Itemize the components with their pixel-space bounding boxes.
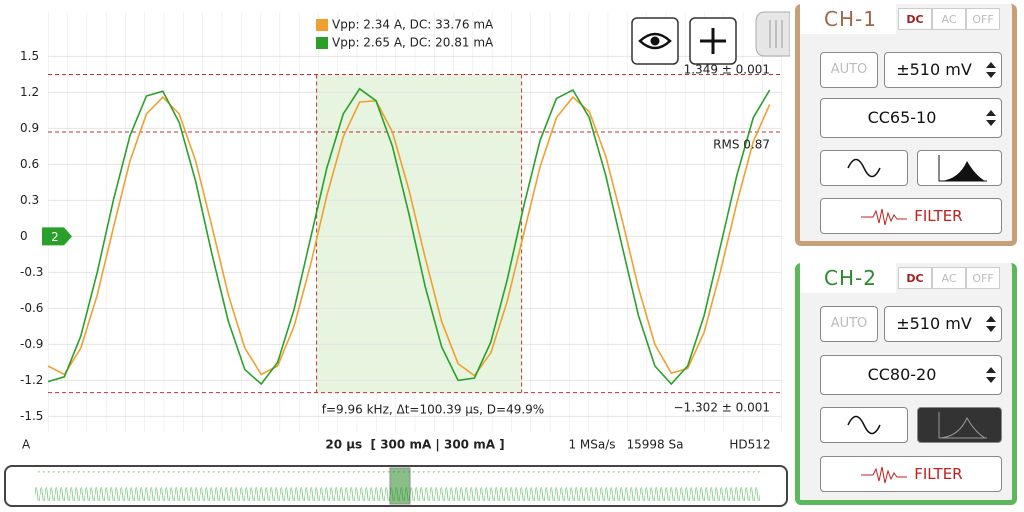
- histogram-button[interactable]: [917, 150, 1002, 186]
- filter-label: FILTER: [914, 465, 963, 483]
- y-tick-label: 0: [20, 229, 28, 243]
- sample-count: 15998 Sa: [627, 438, 684, 452]
- y-tick-label: 0.6: [20, 157, 39, 171]
- channel-panel: CH-1 DC AC OFF AUTO ±510 mV CC65-10 FILT…: [795, 4, 1017, 246]
- select-arrows: [986, 316, 996, 332]
- y-tick-label: -0.3: [20, 265, 43, 279]
- y-tick-label: 0.9: [20, 121, 39, 135]
- select-arrows: [986, 367, 996, 383]
- select-arrows: [986, 110, 996, 126]
- channel-marker: [42, 227, 72, 246]
- panel-handle[interactable]: [755, 11, 790, 57]
- eye-button[interactable]: [631, 17, 679, 65]
- cursor-label: RMS 0.87: [713, 138, 770, 152]
- select-arrows: [986, 62, 996, 78]
- add-button[interactable]: [689, 17, 737, 65]
- probe-select[interactable]: CC65-10: [820, 98, 1002, 138]
- channel-panel: CH-2 DC AC OFF AUTO ±510 mV CC80-20 FILT…: [795, 263, 1017, 505]
- waveform-button[interactable]: [820, 150, 908, 186]
- coupling-button[interactable]: AC: [932, 8, 966, 30]
- legend-swatch: [316, 19, 328, 31]
- y-tick-label: 1.5: [20, 49, 39, 63]
- mode: HD512: [729, 438, 770, 452]
- y-tick-label: -0.6: [20, 301, 43, 315]
- timebase: 20 µs [ 300 mA | 300 mA ]: [325, 438, 504, 452]
- range-select[interactable]: ±510 mV: [884, 52, 1002, 88]
- channel-title: CH-2: [800, 263, 896, 293]
- cursor-label: 1.349 ± 0.001: [684, 63, 770, 77]
- histogram-button[interactable]: [917, 407, 1002, 443]
- sample-rate: 1 MSa/s: [568, 438, 615, 452]
- channel-marker-label: 2: [51, 230, 59, 244]
- legend-label: Vpp: 2.65 A, DC: 20.81 mA: [332, 36, 494, 50]
- unit-label: A: [22, 438, 31, 452]
- overview-strip[interactable]: [4, 465, 788, 507]
- auto-button[interactable]: AUTO: [820, 306, 878, 342]
- scope-view: A 20 µs [ 300 mA | 300 mA ] 1 MSa/s 1599…: [4, 11, 790, 507]
- channel-title: CH-1: [800, 4, 896, 34]
- range-select[interactable]: ±510 mV: [884, 306, 1002, 342]
- y-tick-label: 1.2: [20, 85, 39, 99]
- y-tick-label: -0.9: [20, 337, 43, 351]
- y-tick-label: -1.5: [20, 409, 43, 423]
- cursor-label: −1.302 ± 0.001: [674, 401, 770, 415]
- coupling-button[interactable]: DC: [898, 267, 932, 289]
- measurement: f=9.96 kHz, Δt=100.39 µs, D=49.9%: [322, 403, 544, 417]
- y-tick-label: 0.3: [20, 193, 39, 207]
- coupling-button[interactable]: AC: [932, 267, 966, 289]
- series-line: [47, 87, 771, 386]
- filter-button[interactable]: FILTER: [820, 456, 1002, 492]
- coupling-button[interactable]: OFF: [966, 267, 1000, 289]
- filter-label: FILTER: [914, 207, 963, 225]
- legend-label: Vpp: 2.34 A, DC: 33.76 mA: [332, 18, 494, 32]
- probe-select[interactable]: CC80-20: [820, 355, 1002, 395]
- legend-swatch: [316, 37, 328, 49]
- coupling-button[interactable]: OFF: [966, 8, 1000, 30]
- waveform-button[interactable]: [820, 407, 908, 443]
- y-tick-label: -1.2: [20, 373, 43, 387]
- auto-button[interactable]: AUTO: [820, 52, 878, 88]
- coupling-button[interactable]: DC: [898, 8, 932, 30]
- filter-button[interactable]: FILTER: [820, 198, 1002, 234]
